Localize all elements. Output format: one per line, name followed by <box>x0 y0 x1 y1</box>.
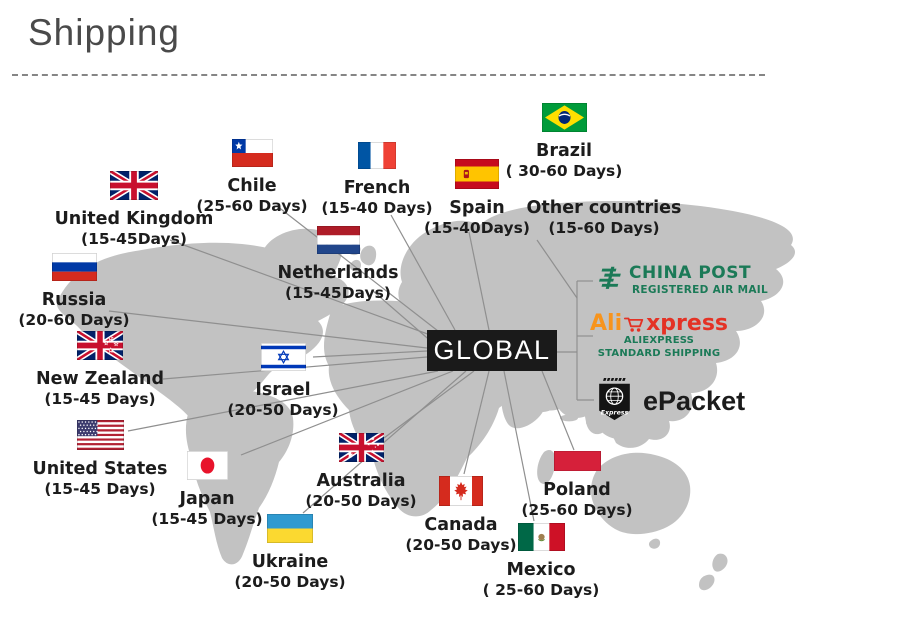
country-australia: Australia (20-50 Days) <box>266 433 456 511</box>
aliexpress-line2: STANDARD SHIPPING <box>597 348 721 359</box>
country-name: Israel <box>255 380 311 400</box>
australia-flag-icon <box>338 433 384 462</box>
country-name: French <box>343 178 411 198</box>
country-united-states: United States (15-45 Days) <box>5 420 195 499</box>
country-days: (15-60 Days) <box>548 219 660 238</box>
country-name: Australia <box>316 471 406 491</box>
country-israel: Israel (20-50 Days) <box>188 343 378 420</box>
country-name: Canada <box>424 515 498 535</box>
country-name: Netherlands <box>277 263 399 283</box>
country-days: (25-60 Days) <box>196 197 308 216</box>
country-mexico: Mexico ( 25-60 Days) <box>446 523 636 600</box>
dashed-divider <box>12 74 765 76</box>
country-days: (20-50 Days) <box>405 536 517 555</box>
country-days: ( 25-60 Days) <box>482 581 600 600</box>
uk-flag-icon <box>110 171 158 200</box>
country-ukraine: Ukraine (20-50 Days) <box>195 514 385 592</box>
country-name: New Zealand <box>36 369 164 389</box>
country-days: (15-45Days) <box>285 284 391 303</box>
country-name: Brazil <box>536 141 592 161</box>
country-days: (25-60 Days) <box>521 501 633 520</box>
country-days: (20-50 Days) <box>227 401 339 420</box>
country-name: Poland <box>543 480 611 500</box>
country-poland: Poland (25-60 Days) <box>482 451 672 520</box>
country-days: (15-45Days) <box>81 230 187 249</box>
aliexpress-logo: Ali xpress <box>590 313 728 335</box>
country-name: Other countries <box>526 198 682 218</box>
country-japan: Japan (15-45 Days) <box>112 451 302 529</box>
country-days: (15-45 Days) <box>44 390 156 409</box>
svg-text:Express: Express <box>601 409 629 416</box>
country-name: Ukraine <box>251 552 329 572</box>
carrier-epacket: Express ePacket <box>597 378 745 424</box>
spain-flag-icon <box>455 159 499 189</box>
page-title: Shipping <box>28 12 181 53</box>
country-russia: Russia (20-60 Days) <box>0 253 169 330</box>
brazil-flag-icon <box>541 103 587 132</box>
israel-flag-icon <box>260 343 306 371</box>
country-days: (20-50 Days) <box>234 573 346 592</box>
country-days: ( 30-60 Days) <box>505 162 623 181</box>
japan-flag-icon <box>186 451 228 480</box>
us-flag-icon <box>76 420 124 450</box>
country-name: Spain <box>449 198 505 218</box>
netherlands-flag-icon <box>316 226 360 254</box>
epacket-name: ePacket <box>643 385 746 416</box>
aliexpress-brand-ali: Ali <box>590 311 623 337</box>
country-french: French (15-40 Days) <box>282 142 472 218</box>
poland-flag-icon <box>553 451 601 471</box>
country-name: Chile <box>227 176 277 196</box>
country-days: (15-45 Days) <box>151 510 263 529</box>
russia-flag-icon <box>51 253 97 281</box>
ukraine-flag-icon <box>267 514 313 543</box>
chile-flag-icon <box>231 139 273 167</box>
china-post-name: CHINA POST <box>629 263 752 283</box>
china-post-logo-icon <box>595 263 627 293</box>
country-days: (15-45 Days) <box>44 480 156 499</box>
country-name: Russia <box>41 290 107 310</box>
country-spain: Spain (15-40Days) <box>382 159 572 238</box>
country-chile: Chile (25-60 Days) <box>157 139 347 216</box>
country-other-countries: Other countries (15-60 Days) <box>509 193 699 238</box>
global-label: GLOBAL <box>427 330 557 371</box>
country-canada: Canada (20-50 Days) <box>366 476 556 555</box>
country-days: (20-60 Days) <box>18 311 130 330</box>
carrier-china-post: CHINA POST REGISTERED AIR MAIL <box>595 263 768 296</box>
country-days: (15-40 Days) <box>321 199 433 218</box>
country-netherlands: Netherlands (15-45Days) <box>243 226 433 303</box>
france-flag-icon <box>358 142 396 169</box>
canada-flag-icon <box>439 476 483 506</box>
new-zealand-flag-icon <box>77 331 123 360</box>
country-days: (15-40Days) <box>424 219 530 238</box>
country-brazil: Brazil ( 30-60 Days) <box>469 103 659 181</box>
country-new-zealand: New Zealand (15-45 Days) <box>5 331 195 409</box>
shopping-cart-icon <box>623 314 645 334</box>
country-name: United States <box>32 459 168 479</box>
country-name: United Kingdom <box>54 209 214 229</box>
epacket-shield-icon: Express <box>597 378 632 424</box>
mexico-flag-icon <box>517 523 565 551</box>
country-days: (20-50 Days) <box>305 492 417 511</box>
china-post-subtitle: REGISTERED AIR MAIL <box>632 284 768 296</box>
country-name: Mexico <box>506 560 576 580</box>
country-united-kingdom: United Kingdom (15-45Days) <box>39 171 229 249</box>
aliexpress-line1: ALIEXPRESS <box>623 335 695 346</box>
aliexpress-brand-xpress: xpress <box>646 311 729 337</box>
country-name: Japan <box>179 489 235 509</box>
carrier-aliexpress: Ali xpress ALIEXPRESS STANDARD SHIPPING <box>590 313 728 360</box>
